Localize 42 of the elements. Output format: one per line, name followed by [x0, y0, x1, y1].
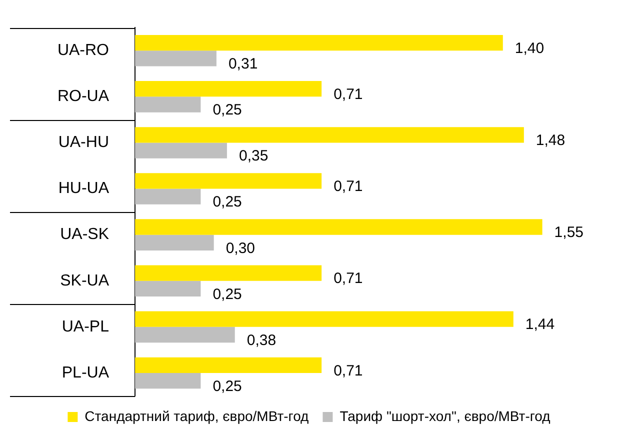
data-label: 0,35: [238, 148, 268, 165]
bar: [135, 326, 235, 343]
y-tick-label: UA-PL: [62, 318, 110, 336]
data-label: 0,71: [334, 270, 363, 288]
y-tick-label: UA-SK: [60, 226, 110, 244]
bar: [135, 173, 322, 189]
data-label: 0,30: [226, 240, 256, 257]
data-label: 1,40: [514, 40, 544, 57]
y-tick-label: UA-HU: [58, 134, 109, 152]
data-label: 1,44: [525, 316, 555, 334]
bar: [135, 280, 201, 297]
data-label: 0,71: [334, 362, 363, 380]
data-label: 0,38: [246, 332, 276, 349]
bar: [135, 311, 514, 327]
data-label: 1,55: [554, 224, 584, 242]
bar: [135, 188, 201, 204]
y-tick-label: RO-UA: [57, 88, 110, 106]
bar: [135, 234, 214, 250]
y-tick-label: SK-UA: [60, 272, 110, 290]
bar: [135, 81, 322, 97]
bar: [135, 372, 201, 389]
data-label: 0,25: [212, 194, 242, 211]
bar: [135, 96, 201, 112]
y-tick-label: UA-RO: [57, 42, 109, 60]
y-tick-label: PL-UA: [62, 364, 110, 382]
data-label: 0,71: [334, 86, 363, 103]
bar: [135, 142, 227, 158]
legend-label: Стандартний тариф, євро/МВт-год: [84, 408, 309, 424]
bar: [135, 34, 503, 51]
data-label: 0,25: [212, 102, 242, 119]
data-label: 1,48: [536, 132, 566, 150]
y-tick-label: HU-UA: [58, 180, 110, 198]
data-label: 0,71: [334, 178, 363, 196]
bar: [135, 357, 322, 373]
legend-label: Тариф "шорт-хол", євро/МВт-год: [340, 408, 550, 424]
bar: [135, 50, 216, 66]
data-label: 0,31: [228, 56, 258, 73]
bar: [135, 265, 322, 281]
bar: [135, 219, 542, 235]
data-label: 0,25: [212, 286, 242, 303]
bar: [135, 127, 524, 143]
data-label: 0,25: [212, 378, 242, 395]
